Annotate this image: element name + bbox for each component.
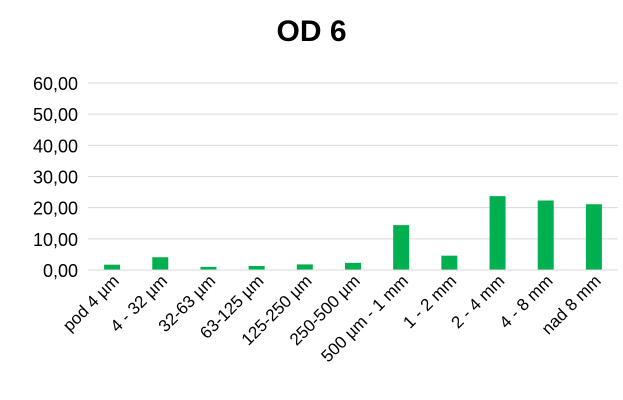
bar-6 — [345, 262, 361, 270]
bar-7 — [393, 225, 410, 270]
bar-10 — [537, 200, 554, 270]
bar-5 — [296, 264, 313, 270]
bar-4 — [248, 265, 265, 270]
chart-title: OD 6 — [276, 15, 347, 48]
y-tick-label: 20,00 — [33, 199, 78, 219]
y-axis-ticks: 0,00 10,00 20,00 30,00 40,00 50,00 60,00 — [33, 74, 78, 281]
x-tick-label: 500 µm - 1 mm — [318, 271, 413, 366]
bar-2 — [152, 257, 169, 270]
gridlines — [88, 82, 618, 240]
y-tick-label: 30,00 — [33, 168, 78, 188]
y-tick-label: 50,00 — [33, 105, 78, 125]
y-tick-label: 60,00 — [33, 74, 78, 94]
bar-11 — [585, 204, 602, 270]
y-tick-label: 40,00 — [33, 136, 78, 156]
y-tick-label: 0,00 — [43, 261, 78, 281]
bar-1 — [104, 264, 121, 270]
bars — [104, 196, 602, 270]
bar-8 — [441, 255, 458, 270]
bar-9 — [489, 196, 506, 270]
bar-3 — [200, 266, 217, 270]
y-tick-label: 10,00 — [33, 230, 78, 250]
